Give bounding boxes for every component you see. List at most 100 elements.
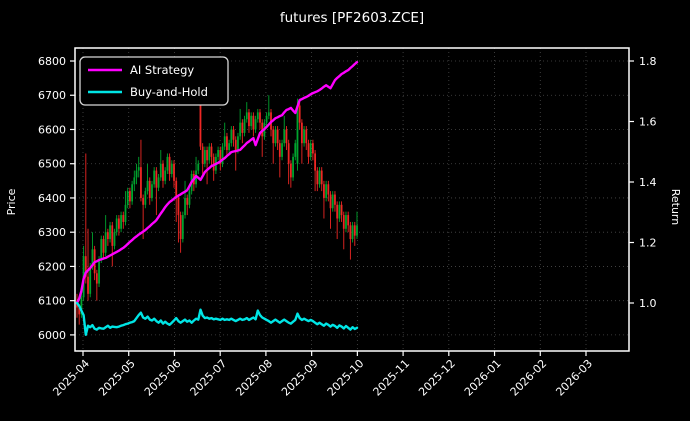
candle-body: [243, 119, 246, 133]
candle-body: [336, 204, 339, 219]
candle-body: [203, 150, 206, 164]
candle-body: [219, 150, 222, 164]
candle-body: [188, 191, 191, 205]
date-tick-label: 2025-08: [233, 357, 275, 399]
candle-body: [320, 170, 323, 185]
candle-body: [122, 215, 125, 222]
candle-body: [102, 239, 105, 253]
date-tick-label: 2025-10: [325, 357, 367, 399]
date-tick-label: 2026-02: [508, 357, 550, 399]
price-tick-label: 6100: [38, 295, 66, 308]
candle-body: [95, 273, 98, 284]
candle-body: [237, 136, 239, 151]
candle-body: [307, 143, 310, 157]
date-tick-label: 2025-07: [188, 357, 230, 399]
candle-body: [87, 276, 89, 294]
candle-body: [89, 266, 92, 294]
candle-body: [100, 239, 103, 260]
plot-border: [74, 47, 630, 352]
return-tick-label: 1.6: [639, 116, 657, 129]
candle-body: [353, 225, 356, 236]
candle-body: [278, 143, 281, 157]
candle-body: [115, 218, 118, 233]
candle-body: [342, 215, 345, 229]
candle-body: [170, 163, 173, 174]
candle-body: [347, 215, 350, 226]
candle-body: [113, 232, 116, 246]
candle-body: [153, 170, 156, 185]
candle-body: [300, 122, 303, 144]
candle-body: [327, 184, 330, 195]
candle-body: [292, 156, 294, 178]
candle-body: [223, 136, 226, 147]
price-axis-label: Price: [5, 188, 18, 215]
date-tick-label: 2025-11: [371, 357, 413, 399]
candle-body: [137, 167, 140, 171]
candle-body: [226, 136, 228, 151]
candle-body: [212, 156, 215, 171]
candle-body: [283, 129, 286, 144]
candle-body: [325, 184, 328, 198]
candle-body: [126, 191, 129, 205]
line-series: [75, 61, 359, 336]
candle-body: [197, 163, 200, 171]
price-tick-label: 6800: [38, 55, 66, 68]
candle-body: [166, 156, 169, 171]
candle-body: [285, 129, 288, 144]
ai-strategy-legend-label: AI Strategy: [130, 63, 194, 77]
candle-body: [175, 180, 178, 198]
candle-body: [206, 150, 208, 161]
candle-body: [177, 197, 180, 216]
candle-body: [312, 143, 314, 154]
date-tick-label: 2025-06: [142, 357, 184, 399]
return-tick-label: 1.4: [639, 176, 657, 189]
candle-body: [186, 197, 189, 205]
candle-body: [155, 170, 158, 188]
candle-body: [228, 143, 231, 151]
candle-body: [98, 259, 100, 284]
candle-body: [142, 197, 145, 205]
candle-body: [80, 297, 83, 315]
candle-body: [179, 215, 182, 240]
date-tick-label: 2025-05: [96, 357, 138, 399]
price-tick-label: 6700: [38, 89, 66, 102]
candle-body: [338, 204, 341, 219]
candle-body: [254, 119, 257, 130]
price-tick-label: 6500: [38, 158, 66, 171]
candle-body: [164, 170, 167, 181]
candle-body: [84, 256, 87, 277]
candle-body: [345, 215, 347, 229]
candle-body: [305, 129, 308, 144]
candle-body: [159, 163, 162, 178]
price-tick-label: 6300: [38, 226, 66, 239]
candle-body: [104, 232, 107, 253]
candle-body: [148, 180, 151, 198]
candle-body: [133, 177, 136, 185]
candle-body: [356, 225, 358, 236]
candle-body: [318, 170, 321, 185]
chart-title: futures [PF2603.ZCE]: [280, 10, 424, 26]
candle-body: [168, 156, 171, 174]
date-tick-label: 2025-09: [279, 357, 321, 399]
price-tick-label: 6600: [38, 123, 66, 136]
candle-body: [248, 112, 250, 127]
date-tick-label: 2026-01: [462, 357, 504, 399]
candle-body: [131, 184, 134, 202]
return-tick-label: 1.0: [639, 297, 657, 310]
candle-body: [208, 146, 211, 161]
candle-body: [146, 180, 149, 192]
candle-body: [106, 232, 109, 240]
candle-body: [232, 129, 235, 140]
candle-body: [91, 249, 94, 267]
candle-body: [265, 115, 268, 123]
candle-body: [351, 225, 354, 240]
candle-body: [135, 170, 138, 178]
candle-body: [234, 139, 237, 151]
candle-body: [199, 102, 202, 147]
candle-body: [111, 225, 114, 246]
candle-body: [173, 163, 175, 181]
candle-body: [129, 191, 131, 202]
return-axis-label: Return: [669, 189, 682, 226]
